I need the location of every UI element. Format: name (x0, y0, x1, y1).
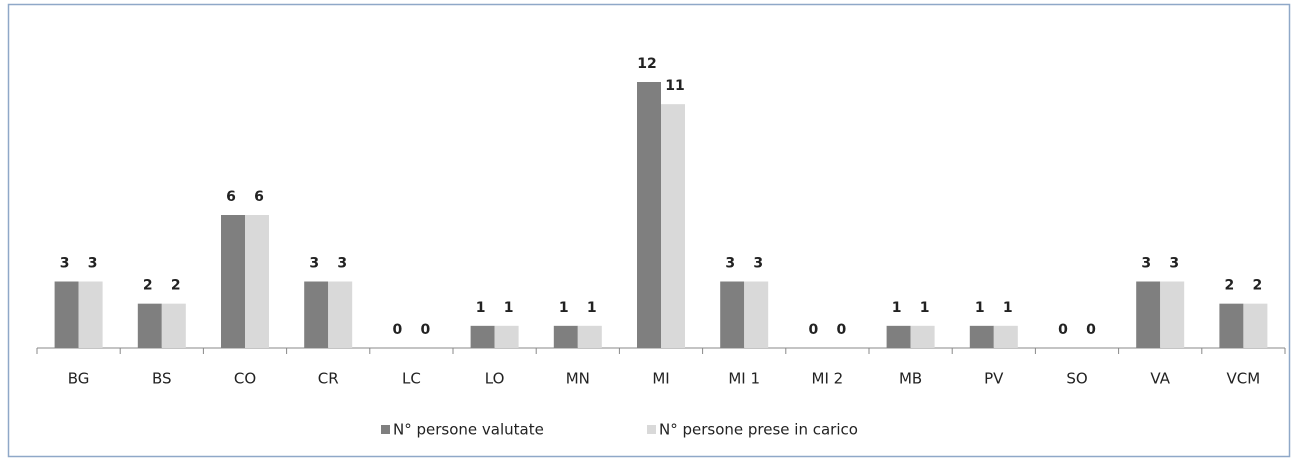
x-tick-label: CR (318, 370, 339, 388)
bar (910, 325, 935, 348)
bar (1136, 281, 1161, 348)
legend-label: N° persone prese in carico (659, 421, 858, 439)
data-label: 1 (559, 300, 569, 316)
data-label: 1 (587, 300, 597, 316)
bar (328, 281, 353, 348)
bar (304, 281, 329, 348)
data-label: 6 (254, 189, 264, 205)
x-tick-label: LC (402, 370, 421, 388)
bar (886, 325, 911, 348)
bar (54, 281, 79, 348)
x-tick-label: VA (1150, 370, 1170, 388)
legend-swatch (647, 425, 656, 434)
data-label: 0 (809, 322, 819, 338)
bar (161, 303, 186, 348)
bar (1160, 281, 1185, 348)
x-tick-label: MI 1 (728, 370, 760, 388)
x-tick-label: LO (485, 370, 505, 388)
data-label: 2 (1225, 278, 1235, 294)
bar (221, 215, 245, 348)
data-label: 0 (837, 322, 847, 338)
bar (1219, 303, 1244, 348)
bar (494, 325, 519, 348)
data-label: 3 (309, 256, 319, 272)
data-label: 3 (337, 256, 347, 272)
legend-label: N° persone valutate (393, 421, 544, 439)
x-tick-label: SO (1066, 370, 1087, 388)
bar (78, 281, 103, 348)
x-tick-label: MI 2 (812, 370, 844, 388)
bar (137, 303, 162, 348)
bar (1243, 303, 1268, 348)
data-label: 0 (1058, 322, 1068, 338)
bar (637, 82, 661, 348)
bar (553, 325, 578, 348)
x-tick-label: BG (68, 370, 90, 388)
x-tick-label: CO (234, 370, 256, 388)
x-tick-label: PV (984, 370, 1004, 388)
x-tick-label: MB (899, 370, 922, 388)
x-tick-label: MN (566, 370, 590, 388)
legend-swatch (381, 425, 390, 434)
data-label: 0 (421, 322, 431, 338)
data-label: 6 (226, 189, 236, 205)
data-label: 0 (393, 322, 403, 338)
bar (720, 281, 745, 348)
data-label: 1 (476, 300, 486, 316)
data-label: 1 (892, 300, 902, 316)
x-tick-label: BS (152, 370, 172, 388)
data-label: 3 (753, 256, 763, 272)
bar (969, 325, 994, 348)
bar (993, 325, 1018, 348)
data-label: 0 (1086, 322, 1096, 338)
x-tick-label: MI (652, 370, 669, 388)
data-label: 2 (1253, 278, 1263, 294)
x-tick-label: VCM (1227, 370, 1261, 388)
bar (470, 325, 495, 348)
data-label: 2 (143, 278, 153, 294)
bar (744, 281, 769, 348)
data-label: 3 (60, 256, 70, 272)
data-label: 3 (88, 256, 98, 272)
data-label: 11 (665, 78, 684, 94)
data-label: 1 (920, 300, 930, 316)
data-label: 3 (1141, 256, 1151, 272)
data-label: 12 (637, 56, 656, 72)
data-label: 3 (1169, 256, 1179, 272)
bar (245, 215, 269, 348)
data-label: 1 (504, 300, 514, 316)
data-label: 1 (975, 300, 985, 316)
bar (577, 325, 602, 348)
data-label: 3 (725, 256, 735, 272)
bar (661, 104, 685, 349)
data-label: 2 (171, 278, 181, 294)
data-label: 1 (1003, 300, 1013, 316)
